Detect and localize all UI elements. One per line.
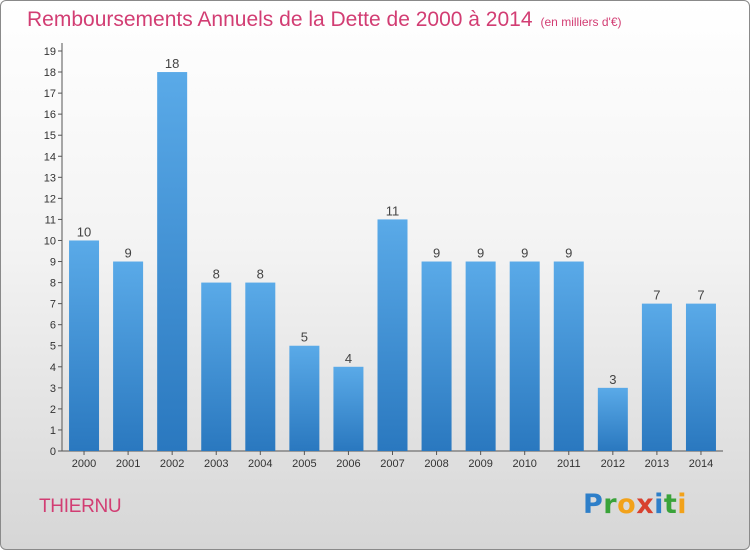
y-tick-label: 5 [50, 341, 56, 353]
x-axis: 2000 2001 2002 2003 2004 2005 2006 2007 2008 2009… [62, 450, 723, 470]
y-tick-label: 6 [50, 320, 56, 332]
y-tick-label: 15 [44, 130, 56, 142]
bars-group [69, 72, 716, 451]
bar [685, 303, 716, 451]
x-tick-label: 2003 [204, 458, 228, 470]
data-labels-group: 10 9 18 8 8 5 4 11 9 9 9 9 3 7 7 [77, 56, 705, 387]
y-tick-label: 8 [50, 278, 56, 290]
y-tick-label: 12 [44, 193, 56, 205]
x-tick-label: 2000 [72, 458, 96, 470]
data-label: 8 [213, 267, 220, 282]
y-tick-label: 1 [50, 425, 56, 437]
logo-letter: r [603, 489, 618, 520]
logo-letter: P [583, 489, 604, 520]
x-tick-label: 2009 [468, 458, 492, 470]
bar [245, 282, 276, 451]
y-tick-label: 7 [50, 299, 56, 311]
y-tick-label: 0 [50, 446, 56, 458]
y-tick-label: 19 [44, 46, 56, 58]
bar [509, 261, 540, 451]
x-tick-label: 2011 [557, 458, 581, 470]
bar [465, 261, 496, 451]
x-tick-label: 2001 [116, 458, 140, 470]
data-label: 3 [609, 372, 616, 387]
x-tick-label: 2010 [512, 458, 536, 470]
y-tick-label: 2 [50, 404, 56, 416]
y-tick-label: 14 [44, 151, 56, 163]
chart-title-text: Remboursements Annuels de la Dette de 20… [27, 8, 533, 31]
x-tick-label: 2012 [601, 458, 625, 470]
bar [377, 219, 408, 451]
commune-name: THIERNU [39, 496, 122, 517]
data-label: 9 [521, 246, 528, 261]
y-tick-label: 4 [50, 362, 56, 374]
x-tick-label: 2006 [336, 458, 360, 470]
x-tick-label: 2007 [380, 458, 404, 470]
logo-letter: t [663, 489, 678, 520]
y-tick-label: 11 [45, 214, 56, 226]
data-label: 7 [697, 288, 704, 303]
bar [553, 261, 584, 451]
bar [289, 345, 320, 451]
y-tick-label: 9 [50, 257, 56, 269]
logo-letter: i [654, 489, 664, 520]
data-label: 5 [301, 330, 308, 345]
y-tick-label: 13 [44, 172, 56, 184]
logo-letter: x [636, 489, 655, 520]
bar [641, 303, 672, 451]
bar [597, 387, 628, 451]
x-tick-label: 2013 [645, 458, 669, 470]
proxiti-logo: Proxiti [583, 489, 687, 520]
bar [421, 261, 452, 451]
data-label: 9 [124, 246, 131, 261]
data-label: 9 [433, 246, 440, 261]
data-label: 18 [165, 56, 179, 71]
y-tick-label: 3 [50, 383, 56, 395]
data-label: 4 [345, 351, 352, 366]
x-tick-label: 2005 [292, 458, 316, 470]
logo-letter: i [677, 489, 688, 520]
data-label: 11 [386, 203, 400, 218]
x-tick-label: 2008 [424, 458, 448, 470]
chart-title: Remboursements Annuels de la Dette de 20… [27, 8, 622, 32]
x-tick-label: 2014 [689, 458, 713, 470]
bar [69, 240, 100, 451]
y-tick-label: 18 [44, 67, 56, 79]
data-label: 9 [477, 246, 484, 261]
logo-letter: o [617, 489, 637, 520]
data-label: 8 [257, 267, 264, 282]
bar [113, 261, 144, 451]
data-label: 10 [77, 224, 91, 239]
y-tick-label: 10 [44, 235, 56, 247]
bar [157, 72, 188, 451]
bar [201, 282, 232, 451]
y-tick-label: 17 [44, 88, 56, 100]
data-label: 7 [653, 288, 660, 303]
data-label: 9 [565, 246, 572, 261]
y-tick-label: 16 [44, 109, 56, 121]
x-tick-label: 2002 [160, 458, 184, 470]
bar [333, 366, 364, 451]
chart-subtitle: (en milliers d'€) [540, 15, 622, 29]
x-tick-label: 2004 [248, 458, 272, 470]
